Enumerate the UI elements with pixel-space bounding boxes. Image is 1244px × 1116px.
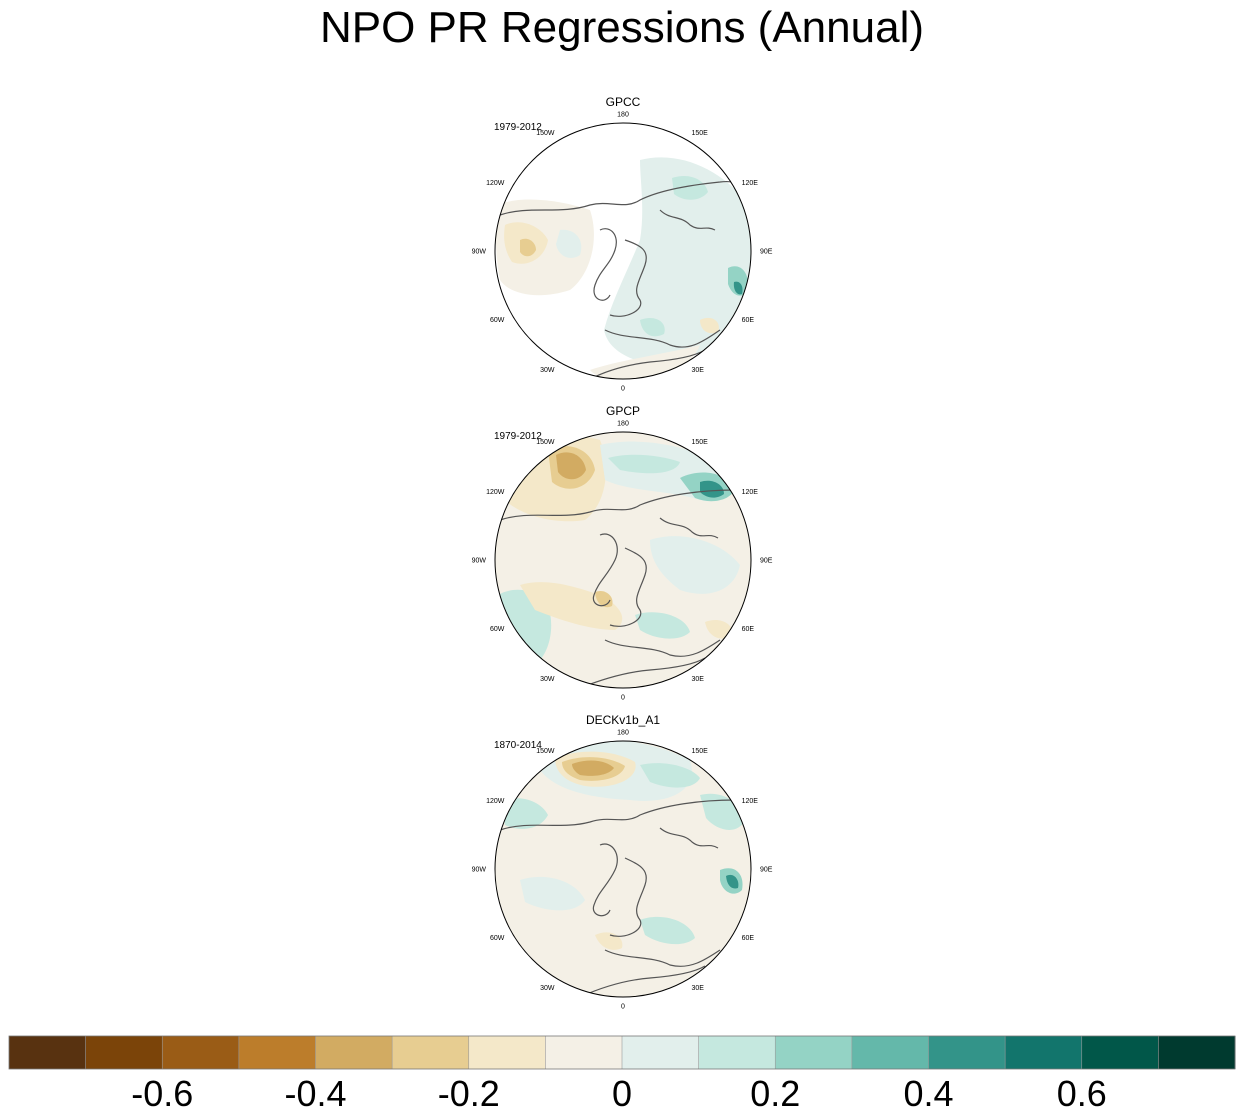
colorbar-box [622,1036,700,1069]
lon-label-30w: 30W [540,985,555,992]
colorbar-box [1081,1036,1159,1069]
colorbar-box [545,1036,623,1069]
colorbar-tick-label: 0.6 [1057,1073,1107,1114]
period-label-gpcc: 1979-2012 [494,122,542,133]
lon-label-60w: 60W [490,935,505,942]
lon-label-120w: 120W [486,798,505,805]
colorbar-box [468,1036,546,1069]
coastlines-gpcc [499,180,751,379]
colorbar-box [1005,1036,1083,1069]
coastlines-gpcp [499,489,736,688]
lon-label-30e: 30E [692,367,705,374]
period-label-deckv1b-a1: 1870-2014 [494,740,542,751]
longitude-labels-gpcc: 180 150E 120E 90E 60E 30E 0 30W 60W 90W 120W 150W [472,112,773,393]
colorbar-box [9,1036,87,1069]
panel-gpcp: GPCP 1979-2012 [472,404,773,702]
lon-label-60e: 60E [742,317,755,324]
map-deckv1b-a1 [495,741,751,997]
panel-title-gpcp: GPCP [606,404,640,418]
lon-label-180: 180 [617,421,629,428]
lon-label-90w: 90W [472,249,487,256]
lon-label-0: 0 [621,386,625,393]
colorbar-box [851,1036,930,1069]
panel-title-deckv1b-a1: DECKv1b_A1 [586,713,660,727]
lon-label-90e: 90E [760,558,773,565]
colorbar-box [775,1036,853,1069]
lon-label-150e: 150E [692,439,709,446]
colorbar-box [238,1036,317,1069]
colorbar-box [162,1036,240,1069]
figure-title: NPO PR Regressions (Annual) [319,3,924,52]
longitude-labels-gpcp: 180 150E 120E 90E 60E 30E 0 30W 60W 90W 120W 150W [472,421,773,702]
colorbar-tick-label: -0.4 [284,1073,346,1114]
lon-label-30e: 30E [692,676,705,683]
contour-fill-deckv1b-a1 [502,741,745,950]
lon-label-90e: 90E [760,867,773,874]
map-gpcp [495,432,751,688]
lon-label-30w: 30W [540,676,555,683]
map-boundary-deckv1b-a1 [494,740,752,998]
lon-label-60e: 60E [742,935,755,942]
lon-label-120e: 120E [742,798,759,805]
lon-label-120e: 120E [742,489,759,496]
colorbar-tick-labels: -0.6 -0.4 -0.2 0 0.2 0.4 0.6 [131,1073,1107,1114]
colorbar-tick-label: -0.6 [131,1073,193,1114]
lon-label-90w: 90W [472,558,487,565]
colorbar-frame [8,1035,1236,1070]
lon-label-0: 0 [621,695,625,702]
lon-label-0: 0 [621,1004,625,1011]
lon-label-150w: 150W [536,748,555,755]
lon-label-60w: 60W [490,626,505,633]
lon-label-150w: 150W [536,439,555,446]
colorbar-box [85,1036,163,1069]
panel-deckv1b-a1: DECKv1b_A1 1870-2014 [472,713,773,1011]
colorbar-tick-label: 0 [612,1073,632,1114]
lon-label-90e: 90E [760,249,773,256]
map-gpcc [495,123,751,379]
colorbar-box [928,1036,1006,1069]
colorbar-tick-label: 0.4 [903,1073,953,1114]
lon-label-180: 180 [617,112,629,119]
colorbar-box [315,1036,393,1069]
lon-label-90w: 90W [472,867,487,874]
colorbar-tick-label: -0.2 [438,1073,500,1114]
lon-label-150w: 150W [536,130,555,137]
coastlines-deckv1b-a1 [499,799,736,997]
colorbar [8,1035,1236,1070]
lon-label-150e: 150E [692,130,709,137]
lon-label-30e: 30E [692,985,705,992]
colorbar-box [1158,1036,1236,1069]
lon-label-120e: 120E [742,180,759,187]
panel-title-gpcc: GPCC [606,95,641,109]
lon-label-60e: 60E [742,626,755,633]
longitude-labels-deckv1b-a1: 180 150E 120E 90E 60E 30E 0 30W 60W 90W 120W 150W [472,730,773,1011]
contour-fill-gpcc [495,157,751,379]
colorbar-box [392,1036,470,1069]
lon-label-150e: 150E [692,748,709,755]
panel-gpcc: GPCC 1979-2012 [472,95,773,393]
lon-label-120w: 120W [486,180,505,187]
lon-label-60w: 60W [490,317,505,324]
map-boundary-gpcp [494,431,752,689]
map-boundary-gpcc [494,122,752,380]
colorbar-tick-label: 0.2 [750,1073,800,1114]
lon-label-120w: 120W [486,489,505,496]
lon-label-180: 180 [617,730,629,737]
lon-label-30w: 30W [540,367,555,374]
colorbar-box [698,1036,776,1069]
period-label-gpcp: 1979-2012 [494,431,542,442]
